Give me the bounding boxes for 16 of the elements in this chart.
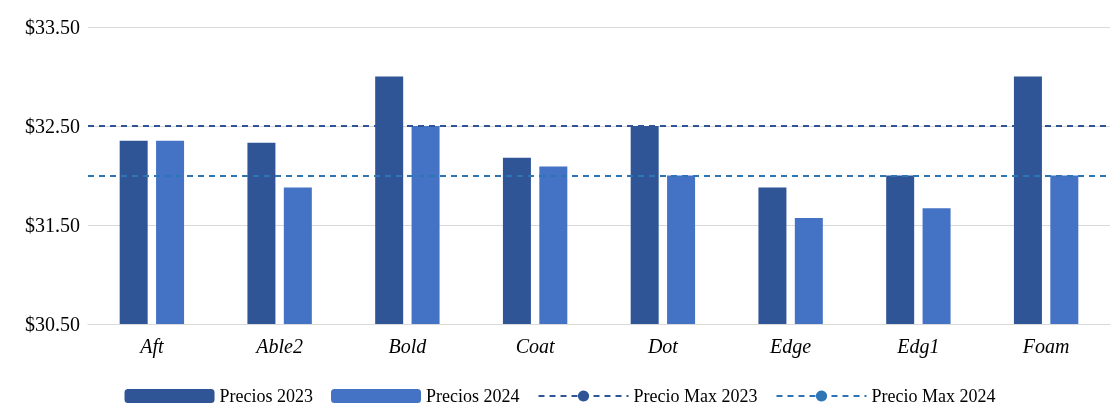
legend-label: Precios 2023	[219, 386, 314, 406]
x-tick-label: Able2	[254, 335, 303, 357]
x-tick-label: Edg1	[896, 335, 940, 358]
y-tick-label: $30.50	[25, 313, 80, 335]
x-tick-label: Coat	[515, 335, 556, 357]
y-tick-label: $32.50	[25, 115, 80, 137]
legend-label: Precio Max 2024	[871, 386, 996, 406]
legend-label: Precio Max 2023	[633, 386, 758, 406]
x-tick-label: Bold	[388, 335, 428, 357]
x-tick-label: Foam	[1021, 335, 1070, 357]
x-tick-label: Edge	[769, 335, 812, 358]
y-tick-label: $33.50	[25, 16, 80, 38]
y-tick-label: $31.50	[25, 214, 80, 236]
legend-label: Precios 2024	[426, 386, 520, 406]
x-tick-label: Aft	[138, 335, 164, 358]
x-tick-label: Dot	[646, 335, 679, 357]
